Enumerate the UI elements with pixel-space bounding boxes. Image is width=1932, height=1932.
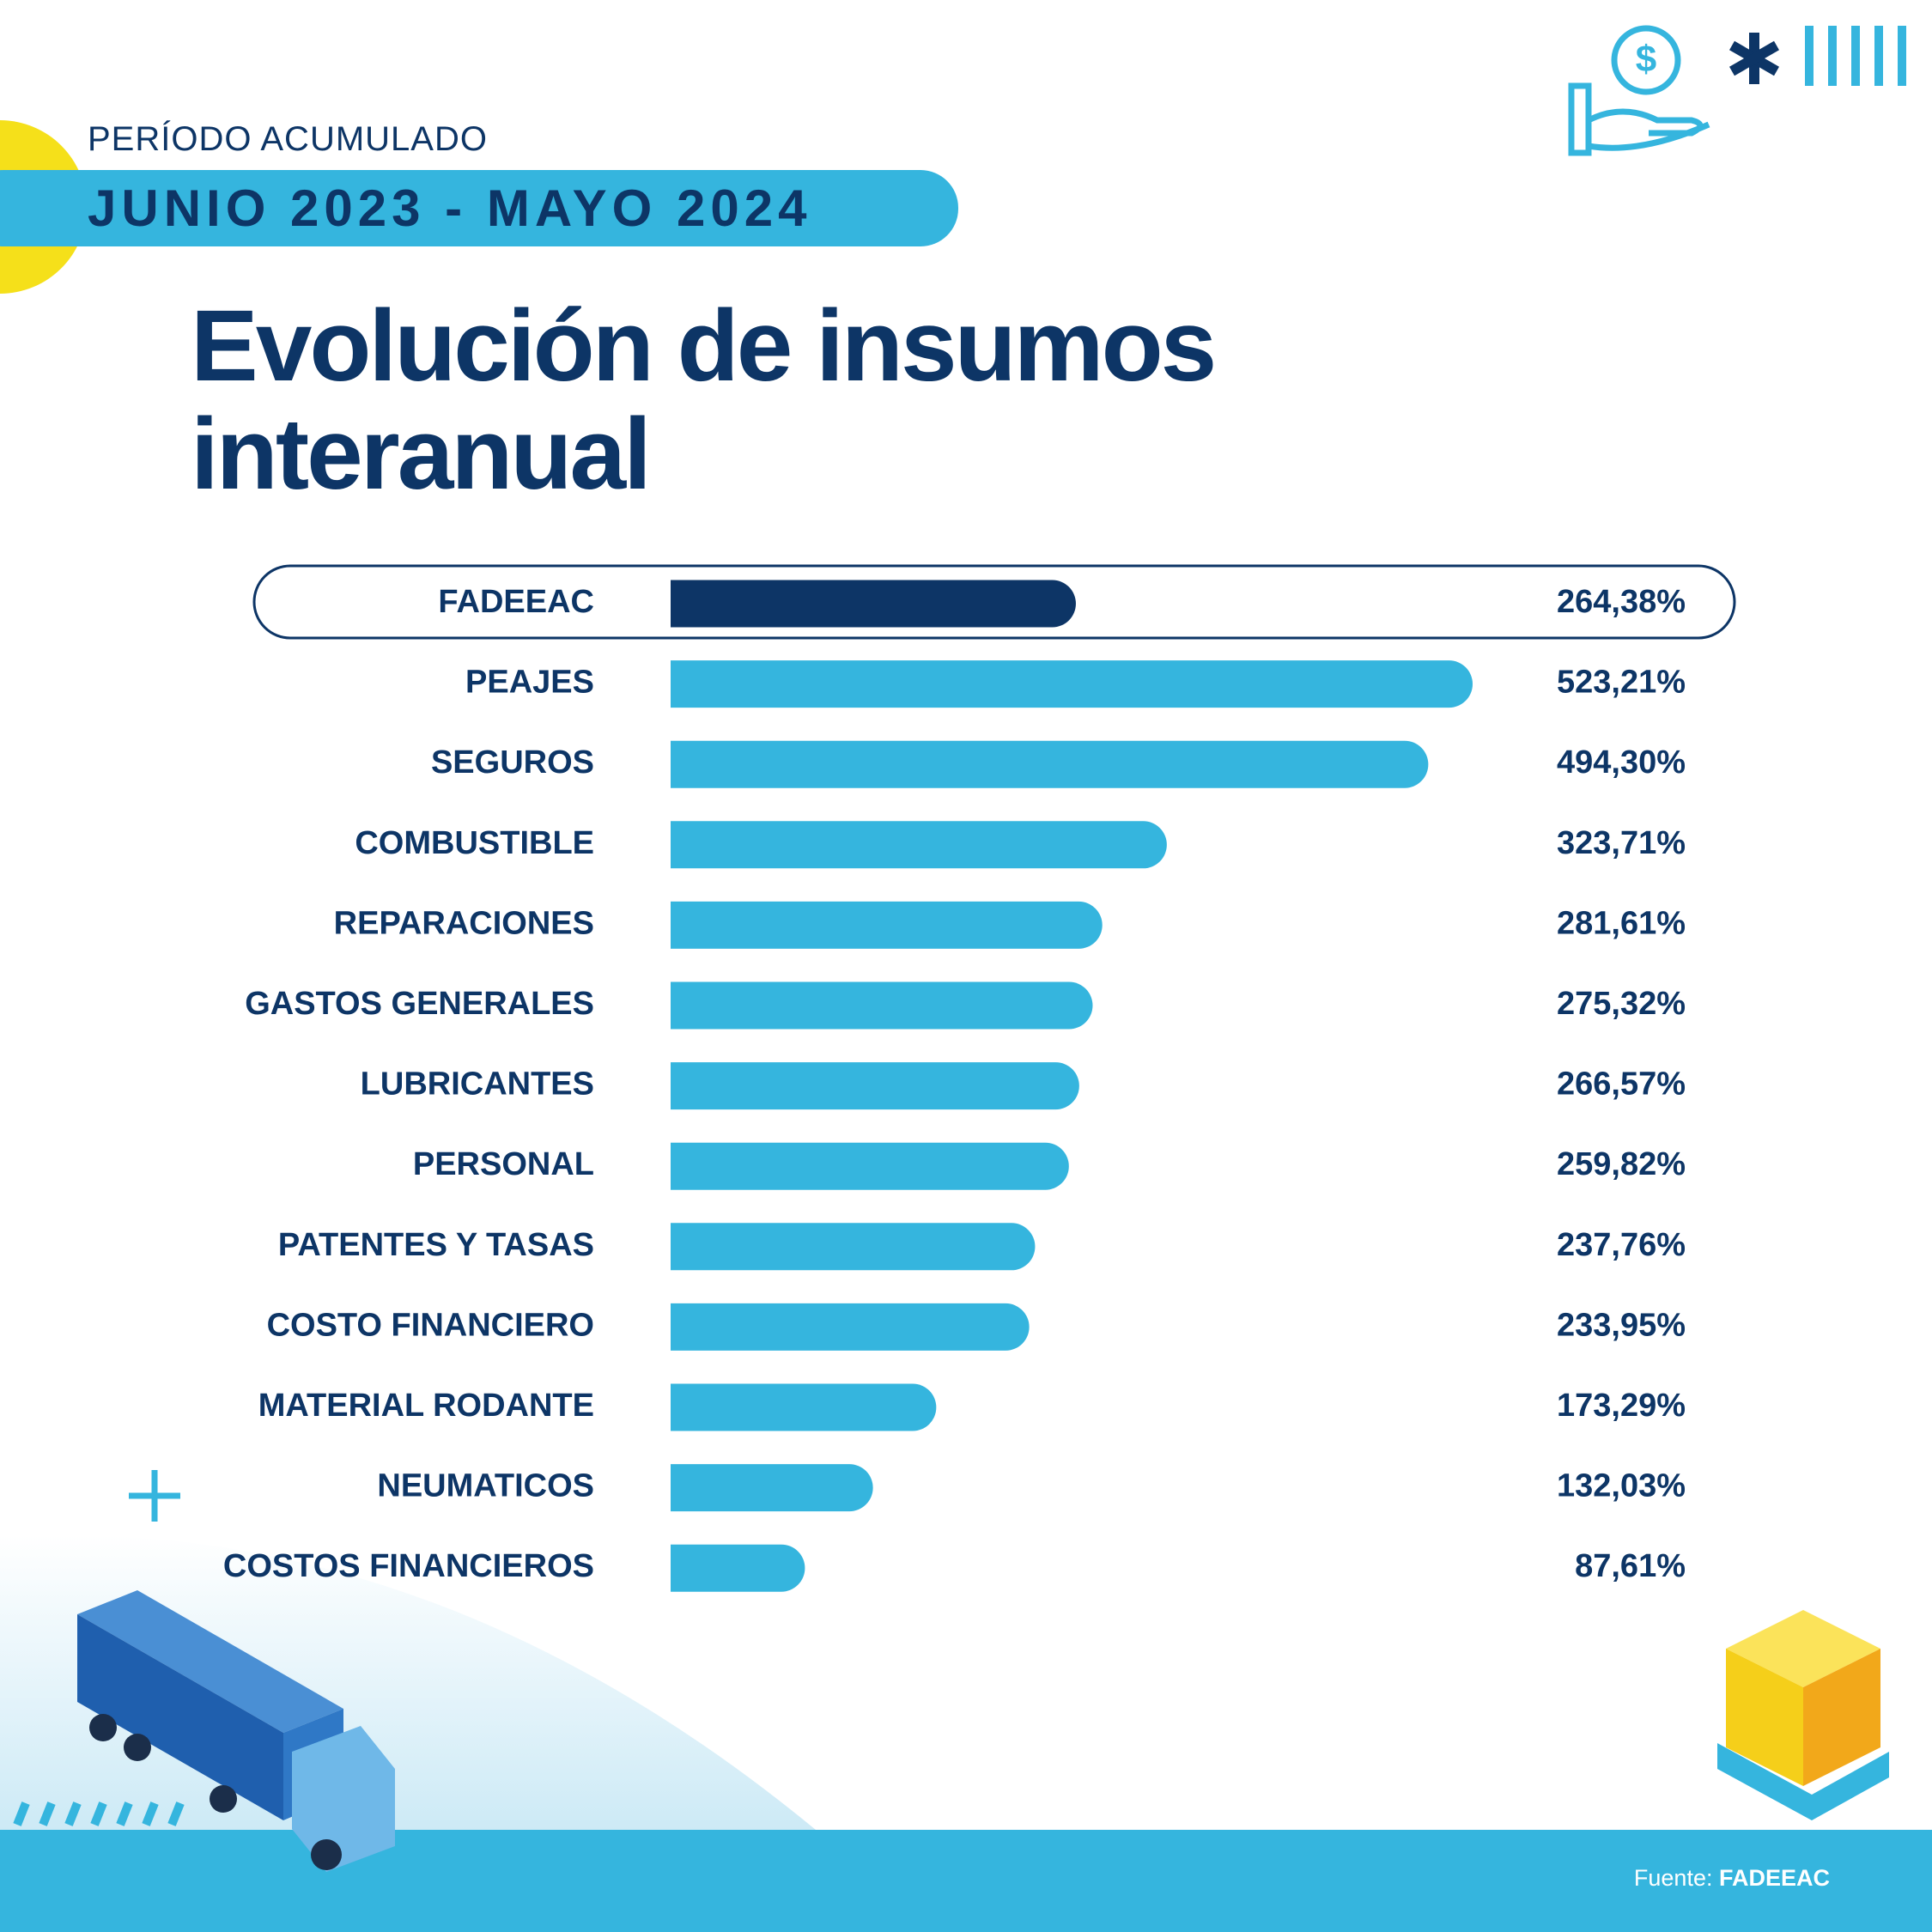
value-label: 323,71% — [1557, 825, 1686, 861]
value-label: 233,95% — [1557, 1307, 1686, 1343]
bar — [671, 580, 1076, 628]
category-label: NEUMATICOS — [377, 1468, 594, 1504]
category-label: LUBRICANTES — [361, 1066, 594, 1103]
category-label: FADEEAC — [438, 584, 594, 620]
bar — [671, 1062, 1079, 1110]
value-label: 275,32% — [1557, 986, 1686, 1022]
category-label: COMBUSTIBLE — [355, 825, 594, 861]
category-label: PERSONAL — [413, 1146, 594, 1182]
category-label: COSTO FINANCIERO — [267, 1307, 594, 1343]
highlight-frame — [252, 564, 1736, 640]
category-label: GASTOS GENERALES — [245, 986, 594, 1022]
period-label: PERÍODO ACUMULADO — [88, 120, 488, 158]
category-label: SEGUROS — [431, 744, 594, 781]
source: Fuente: FADEEAC — [1634, 1865, 1830, 1892]
asterisk-icon — [1729, 33, 1779, 84]
value-label: 237,76% — [1557, 1227, 1686, 1263]
category-label: MATERIAL RODANTE — [258, 1388, 594, 1424]
category-label: REPARACIONES — [334, 905, 594, 941]
bar — [671, 1142, 1069, 1190]
truck-illustration — [13, 1590, 395, 1872]
value-label: 132,03% — [1557, 1468, 1686, 1504]
period-band — [0, 170, 958, 246]
bar — [671, 981, 1093, 1030]
bar — [671, 740, 1429, 788]
source-name: FADEEAC — [1718, 1865, 1830, 1891]
bar — [671, 821, 1167, 869]
period: JUNIO 2023 - MAYO 2024 — [88, 179, 812, 237]
plus-icon — [129, 1470, 180, 1522]
category-label: COSTOS FINANCIEROS — [223, 1548, 594, 1584]
dollar-sign: $ — [1636, 39, 1656, 81]
value-label: 87,61% — [1575, 1548, 1686, 1584]
value-label: 173,29% — [1557, 1388, 1686, 1424]
value-label: 523,21% — [1557, 665, 1686, 701]
bar — [671, 1223, 1036, 1271]
value-label: 494,30% — [1557, 744, 1686, 781]
bar — [671, 901, 1103, 949]
money-hand-icon — [1568, 25, 1710, 156]
stripes-icon — [1805, 26, 1906, 86]
bar — [671, 1303, 1030, 1351]
bar — [671, 1464, 873, 1512]
bar — [671, 1383, 937, 1431]
category-label: PATENTES Y TASAS — [278, 1227, 594, 1263]
chart-title: Evolución de insumos interanual — [191, 289, 1217, 511]
bar — [671, 660, 1473, 708]
category-label: PEAJES — [465, 665, 594, 701]
value-label: 259,82% — [1557, 1146, 1686, 1182]
bar — [671, 1544, 805, 1592]
value-label: 264,38% — [1557, 584, 1686, 620]
box-illustration — [1717, 1610, 1889, 1820]
value-label: 266,57% — [1557, 1066, 1686, 1103]
value-label: 281,61% — [1557, 905, 1686, 941]
source-label: Fuente: — [1633, 1865, 1713, 1891]
